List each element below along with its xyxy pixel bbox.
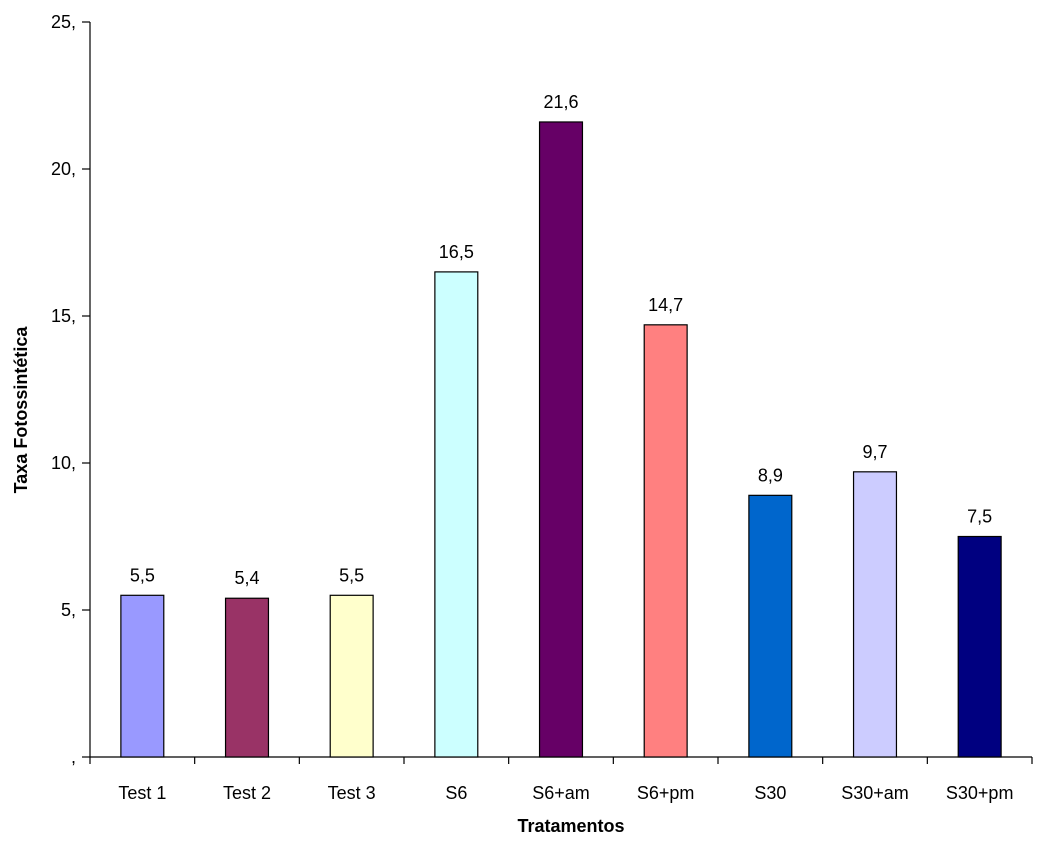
- x-tick-label: Test 1: [118, 783, 166, 803]
- y-tick-label: 10,: [51, 453, 76, 473]
- bar: [434, 271, 479, 758]
- y-tick-label: 5,: [61, 600, 76, 620]
- bar: [224, 597, 270, 758]
- bar: [748, 494, 793, 758]
- bar: [120, 594, 165, 758]
- data-label: 14,7: [648, 295, 683, 315]
- data-label: 16,5: [439, 242, 474, 262]
- x-tick-label: S6+pm: [637, 783, 695, 803]
- data-label: 7,5: [967, 507, 992, 527]
- data-label: 5,5: [130, 565, 155, 585]
- x-tick-label: Test 2: [223, 783, 271, 803]
- bar: [643, 324, 688, 758]
- bars: [120, 121, 1002, 758]
- x-tick-label: S6: [445, 783, 467, 803]
- data-label: 5,4: [234, 568, 259, 588]
- x-axis-title: Tratamentos: [517, 816, 624, 836]
- data-label: 9,7: [862, 442, 887, 462]
- y-tick-label: 20,: [51, 159, 76, 179]
- bar: [329, 594, 374, 758]
- y-tick-label: ,: [71, 747, 76, 767]
- data-label: 21,6: [543, 92, 578, 112]
- y-axis-title: Taxa Fotossintética: [11, 326, 31, 494]
- x-axis: Test 1 Test 2 Test 3 S6 S6+am S6+pm S30 S30+am S…: [89, 756, 1033, 803]
- x-tick-label: S30: [754, 783, 786, 803]
- data-label: 8,9: [758, 465, 783, 485]
- bar: [538, 121, 584, 758]
- x-tick-label: S6+am: [532, 783, 590, 803]
- x-tick-label: S30+pm: [946, 783, 1014, 803]
- y-axis: , 5, 10, 15, 20, 25,: [51, 12, 91, 767]
- x-tick-label: Test 3: [328, 783, 376, 803]
- bar: [852, 471, 898, 758]
- data-label: 5,5: [339, 565, 364, 585]
- y-tick-label: 25,: [51, 12, 76, 32]
- data-labels: 5,5 5,4 5,5 16,5 21,6 14,7 8,9 9,7 7,5: [130, 92, 992, 588]
- bar: [957, 535, 1002, 758]
- x-tick-label: S30+am: [841, 783, 909, 803]
- y-tick-label: 15,: [51, 306, 76, 326]
